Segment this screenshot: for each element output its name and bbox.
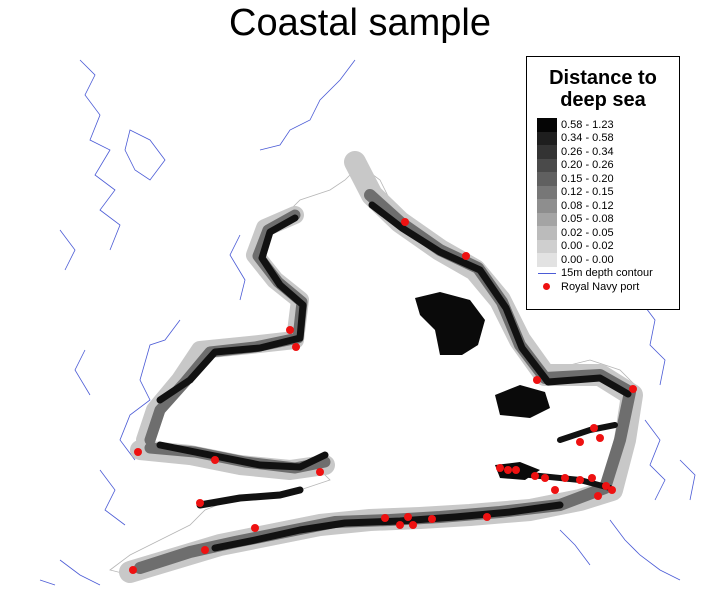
legend-class-3: 0.20 - 0.26 bbox=[537, 158, 653, 172]
navy-port bbox=[512, 466, 520, 474]
navy-port bbox=[211, 456, 219, 464]
navy-port bbox=[396, 521, 404, 529]
estuary-deep-areas bbox=[415, 292, 550, 480]
navy-port bbox=[496, 464, 504, 472]
navy-port bbox=[428, 515, 436, 523]
navy-port bbox=[134, 448, 142, 456]
map-title: Coastal sample bbox=[229, 2, 491, 44]
legend-class-1: 0.34 - 0.58 bbox=[537, 131, 653, 145]
navy-port bbox=[576, 476, 584, 484]
map-legend: Distance to deep sea 0.58 - 1.23 0.34 - … bbox=[526, 56, 680, 310]
navy-port bbox=[286, 326, 294, 334]
navy-port bbox=[531, 472, 539, 480]
navy-port bbox=[602, 482, 610, 490]
legend-items: 0.58 - 1.23 0.34 - 0.58 0.26 - 0.34 0.20… bbox=[537, 118, 653, 294]
legend-class-4: 0.15 - 0.20 bbox=[537, 172, 653, 186]
navy-port bbox=[588, 474, 596, 482]
legend-class-0: 0.58 - 1.23 bbox=[537, 118, 653, 132]
navy-port bbox=[594, 492, 602, 500]
navy-port bbox=[462, 252, 470, 260]
navy-port bbox=[483, 513, 491, 521]
navy-port bbox=[292, 343, 300, 351]
navy-port bbox=[129, 566, 137, 574]
navy-port bbox=[596, 434, 604, 442]
navy-port bbox=[381, 514, 389, 522]
navy-port bbox=[401, 218, 409, 226]
navy-port bbox=[576, 438, 584, 446]
navy-port bbox=[590, 424, 598, 432]
navy-port bbox=[251, 524, 259, 532]
legend-class-10: 0.00 - 0.00 bbox=[537, 253, 653, 267]
legend-class-8: 0.02 - 0.05 bbox=[537, 226, 653, 240]
navy-port bbox=[504, 466, 512, 474]
navy-port bbox=[541, 474, 549, 482]
legend-class-5: 0.12 - 0.15 bbox=[537, 185, 653, 199]
navy-port bbox=[201, 546, 209, 554]
coastal-sample-band bbox=[119, 151, 643, 583]
navy-port bbox=[196, 499, 204, 507]
navy-port bbox=[533, 376, 541, 384]
depth-contour bbox=[39, 59, 696, 586]
navy-port bbox=[404, 513, 412, 521]
navy-port bbox=[629, 385, 637, 393]
legend-contour: 15m depth contour bbox=[537, 267, 653, 281]
navy-port bbox=[316, 468, 324, 476]
legend-title: Distance to deep sea bbox=[549, 67, 657, 111]
navy-port bbox=[409, 521, 417, 529]
legend-port: Royal Navy port bbox=[537, 280, 653, 294]
legend-class-7: 0.05 - 0.08 bbox=[537, 212, 653, 226]
legend-class-2: 0.26 - 0.34 bbox=[537, 145, 653, 159]
legend-class-6: 0.08 - 0.12 bbox=[537, 199, 653, 213]
navy-port bbox=[561, 474, 569, 482]
legend-class-9: 0.00 - 0.02 bbox=[537, 239, 653, 253]
navy-ports bbox=[129, 218, 637, 574]
navy-port bbox=[551, 486, 559, 494]
navy-port bbox=[608, 486, 616, 494]
